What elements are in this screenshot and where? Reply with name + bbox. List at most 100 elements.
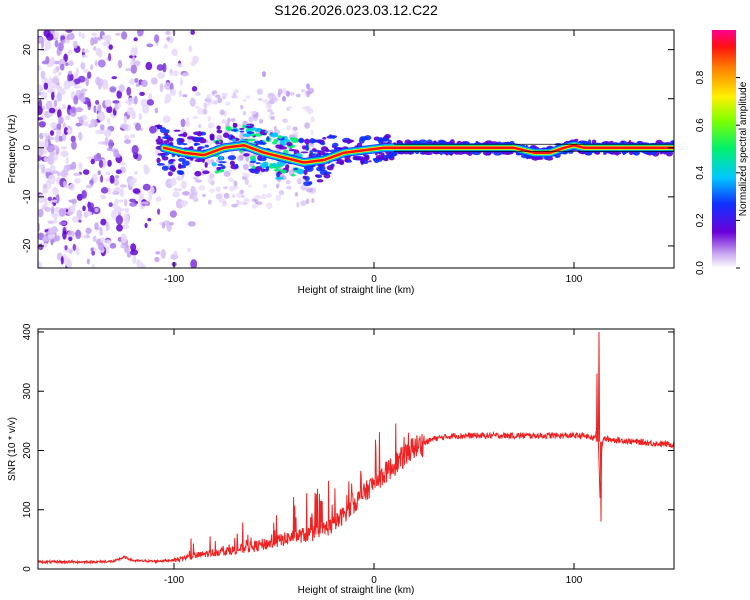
noise-blob — [97, 242, 105, 251]
noise-blob — [282, 95, 286, 102]
noise-blob — [73, 85, 81, 89]
noise-blob — [187, 247, 191, 253]
band-blob — [324, 148, 330, 153]
band-blob — [247, 168, 256, 171]
noise-blob — [155, 196, 162, 202]
noise-blob — [91, 32, 98, 37]
colorbar-tick-label: 0.6 — [695, 118, 706, 132]
noise-blob — [90, 158, 96, 165]
noise-blob — [54, 235, 61, 242]
noise-blob — [124, 139, 132, 144]
noise-blob — [172, 191, 180, 198]
noise-blob — [62, 180, 67, 188]
band-blob — [275, 176, 284, 180]
band-blob — [248, 138, 256, 142]
noise-blob — [86, 258, 90, 265]
noise-blob — [292, 126, 299, 131]
noise-blob — [120, 244, 126, 249]
noise-blob — [63, 127, 69, 135]
noise-blob — [176, 188, 183, 192]
noise-blob — [115, 215, 124, 225]
y-tick-label: -20 — [22, 238, 33, 253]
noise-blob — [41, 242, 48, 248]
snr-y-ticks: 0 100 200 300 400 — [22, 323, 674, 572]
noise-blob — [67, 205, 74, 212]
noise-blob — [107, 187, 112, 194]
noise-blob — [245, 95, 251, 99]
noise-blob — [121, 224, 130, 229]
band-blob — [352, 155, 359, 160]
noise-blob — [113, 149, 120, 158]
noise-blob — [140, 98, 148, 108]
spectrogram-frame — [37, 29, 675, 269]
noise-blob — [285, 180, 291, 185]
noise-blob — [266, 192, 272, 199]
noise-blob — [143, 164, 148, 170]
noise-blob — [48, 107, 56, 114]
noise-blob — [140, 79, 148, 88]
noise-blob — [300, 200, 307, 207]
noise-blob — [202, 193, 206, 198]
noise-blob — [267, 129, 274, 134]
noise-blob — [265, 103, 272, 109]
noise-blob — [47, 154, 55, 165]
noise-blob — [126, 106, 135, 116]
band-blob — [326, 165, 334, 171]
band-blob — [314, 174, 320, 178]
noise-blob — [232, 92, 237, 96]
noise-blob — [286, 125, 292, 131]
noise-blob — [216, 134, 222, 141]
band-blob — [280, 169, 287, 174]
noise-blob — [231, 95, 238, 99]
noise-blob — [85, 184, 93, 189]
noise-blob — [263, 184, 268, 188]
noise-blob — [182, 191, 190, 196]
band-blob — [302, 175, 307, 180]
noise-blob — [219, 109, 225, 116]
noise-blob — [38, 163, 43, 169]
noise-blob — [105, 171, 111, 176]
noise-blob — [38, 261, 42, 267]
band-blob — [380, 137, 384, 144]
band-blob — [186, 136, 196, 140]
band-blob — [357, 156, 366, 161]
noise-blob — [140, 201, 149, 205]
noise-blob — [53, 68, 57, 75]
noise-blob — [239, 201, 244, 206]
band-blob — [384, 155, 394, 159]
noise-blob — [250, 110, 257, 115]
band-blob — [293, 167, 298, 171]
noise-blob — [271, 97, 278, 102]
noise-blob — [251, 204, 259, 209]
noise-blob — [76, 193, 83, 201]
band-blob — [218, 161, 227, 164]
noise-blob — [180, 200, 189, 207]
band-blob — [211, 162, 217, 167]
noise-blob — [91, 264, 96, 268]
band-blob — [254, 165, 263, 172]
band-blob — [194, 158, 204, 163]
band-blob — [288, 149, 297, 152]
band-blob — [260, 142, 267, 145]
noise-blob — [42, 236, 50, 242]
band-blob — [332, 142, 339, 148]
noise-blob — [54, 134, 60, 143]
snr-series-line — [38, 331, 674, 565]
noise-blob — [153, 34, 160, 43]
band-blob — [221, 165, 226, 170]
noise-blob — [232, 194, 236, 198]
noise-blob — [189, 97, 196, 107]
y-tick-label: -10 — [22, 189, 33, 204]
noise-blob — [96, 78, 105, 87]
noise-blob — [90, 118, 96, 128]
noise-blob — [196, 107, 204, 115]
noise-blob — [69, 183, 76, 191]
band-blob — [621, 140, 625, 145]
noise-blob — [75, 122, 82, 127]
colorbar-tick-label: 0.4 — [695, 165, 706, 179]
band-blob — [296, 168, 305, 175]
noise-blob — [209, 188, 215, 193]
noise-blob — [54, 39, 59, 48]
noise-blob — [67, 72, 72, 83]
noise-blob — [108, 53, 112, 62]
